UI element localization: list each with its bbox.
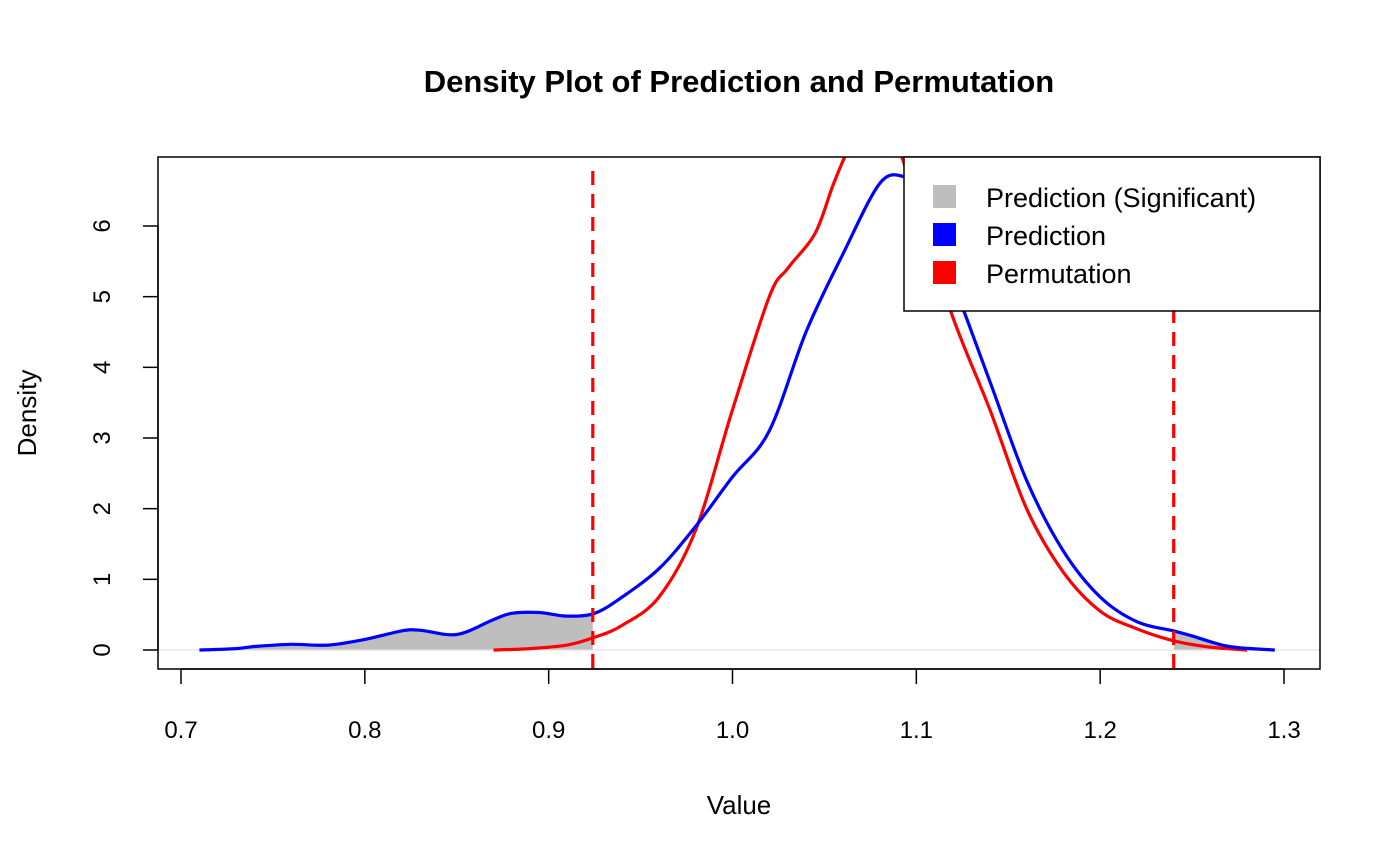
legend-label-significant: Prediction (Significant) — [986, 183, 1256, 213]
x-tick-label: 1.2 — [1083, 717, 1116, 744]
y-tick-label: 1 — [89, 573, 116, 586]
x-axis-label: Value — [707, 790, 772, 820]
significant-area-left — [199, 612, 593, 650]
y-tick-label: 5 — [89, 290, 116, 303]
x-axis: 0.7 0.8 0.9 1.0 1.1 1.2 1.3 — [164, 668, 1301, 744]
series-permutation-line — [493, 157, 1248, 652]
chart-title: Density Plot of Prediction and Permutati… — [424, 64, 1054, 99]
series-prediction-line — [199, 173, 1275, 652]
legend: Prediction (Significant) Prediction Perm… — [903, 156, 1321, 312]
x-tick-label: 1.0 — [716, 717, 749, 744]
x-tick-label: 0.8 — [348, 717, 381, 744]
y-tick-label: 0 — [89, 643, 116, 656]
y-axis: 0 1 2 3 4 5 6 — [89, 219, 159, 657]
y-tick-label: 2 — [89, 502, 116, 515]
y-tick-label: 3 — [89, 431, 116, 444]
legend-swatch-significant — [933, 185, 956, 208]
y-tick-label: 6 — [89, 219, 116, 232]
legend-label-permutation: Permutation — [986, 259, 1132, 289]
x-tick-label: 0.9 — [532, 717, 565, 744]
x-tick-label: 0.7 — [164, 717, 197, 744]
x-tick-label: 1.1 — [900, 717, 933, 744]
legend-swatch-prediction — [933, 223, 956, 246]
y-axis-label: Density — [12, 370, 42, 457]
legend-box — [903, 156, 1321, 312]
legend-label-prediction: Prediction — [986, 221, 1106, 251]
x-tick-label: 1.3 — [1267, 717, 1300, 744]
legend-swatch-permutation — [933, 261, 956, 284]
y-tick-label: 4 — [89, 361, 116, 374]
